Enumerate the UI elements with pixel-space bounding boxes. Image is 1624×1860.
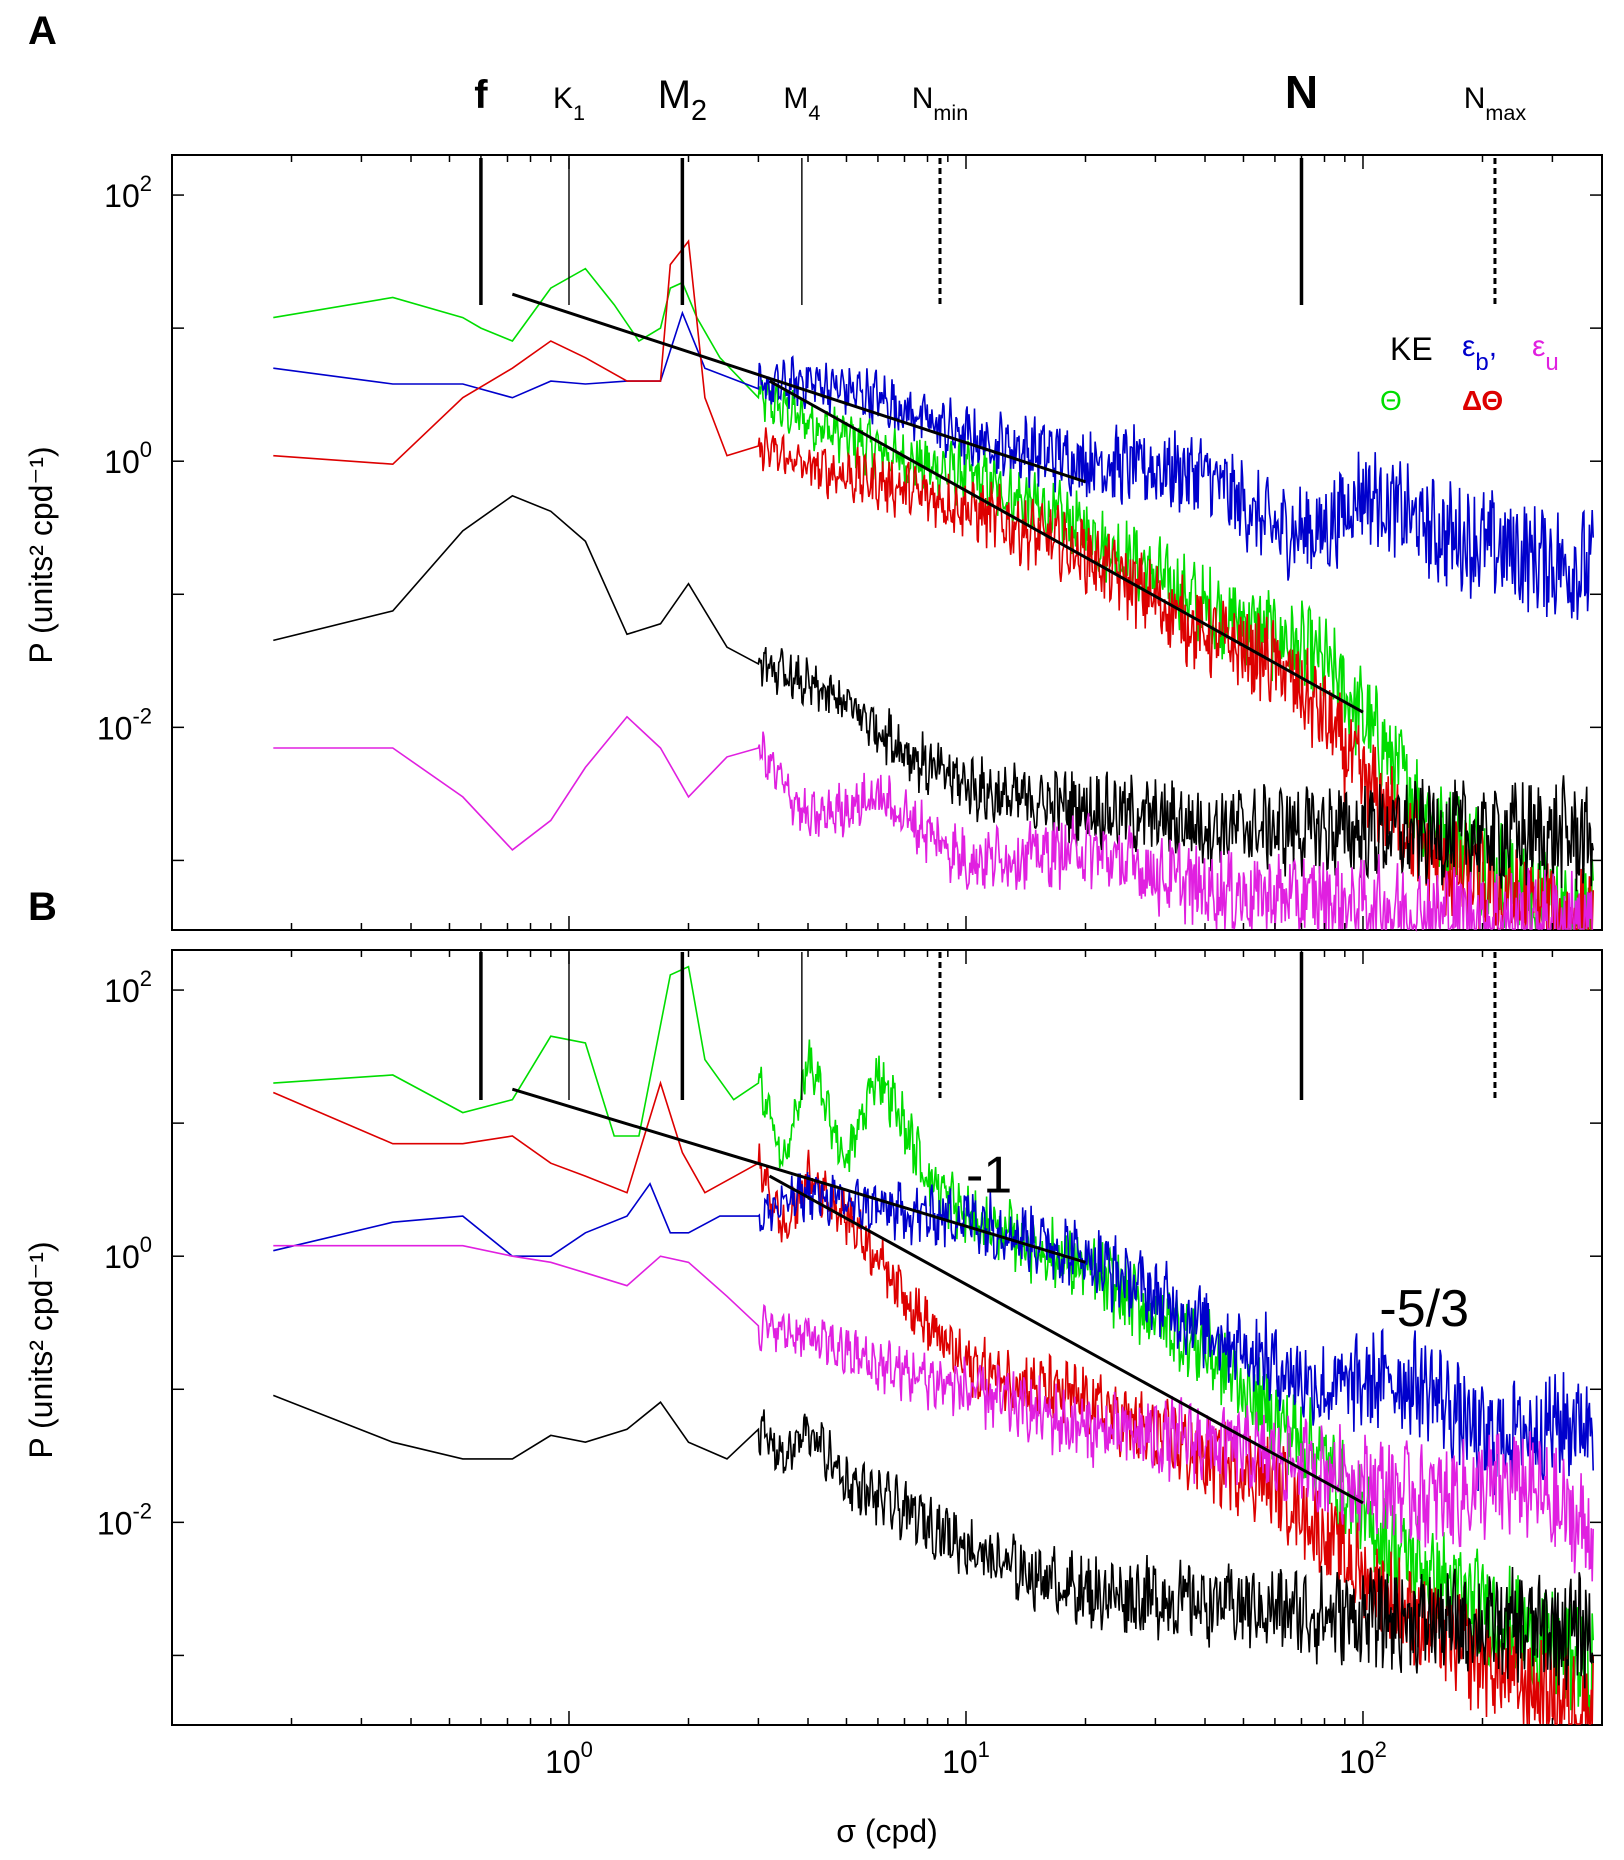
axis-ticks-a: 102 100 10-2 bbox=[97, 155, 1603, 930]
legend-delta-theta: ΔΘ bbox=[1462, 385, 1503, 416]
marker-label-4: Nmin bbox=[912, 82, 968, 125]
x-tick-label-2: 102 bbox=[1339, 1737, 1387, 1780]
fit-line-a-0 bbox=[511, 292, 1086, 484]
y-tick-label-b-1: 100 bbox=[104, 1232, 152, 1275]
legend-eps-u: εu bbox=[1532, 330, 1559, 376]
fit-line-b-0 bbox=[511, 1087, 1086, 1264]
series-a-4 bbox=[273, 715, 1594, 932]
marker-label-5: N bbox=[1285, 66, 1318, 118]
marker-label-main-3: M bbox=[783, 82, 808, 115]
marker-label-2: M2 bbox=[658, 73, 707, 127]
legend-eps-b-symbol: ε bbox=[1462, 330, 1475, 363]
legend: KE εb, εu Θ ΔΘ bbox=[1380, 330, 1559, 416]
legend-eps-b: εb, bbox=[1462, 330, 1497, 376]
marker-label-6: Nmax bbox=[1464, 82, 1527, 125]
legend-eps-u-symbol: ε bbox=[1532, 330, 1545, 363]
panel-letter-a: A bbox=[28, 9, 57, 53]
marker-label-3: M4 bbox=[783, 82, 820, 125]
marker-label-sub-2: 2 bbox=[691, 95, 707, 127]
y-axis-label-b: P (units² cpd⁻¹) bbox=[23, 1241, 59, 1458]
legend-ke: KE bbox=[1390, 331, 1433, 367]
frequency-markers-b bbox=[479, 952, 1497, 1100]
marker-label-main-1: K bbox=[553, 82, 573, 115]
frequency-markers-a: f K1 M2 M4 Nmin N Nmax bbox=[474, 66, 1526, 305]
series-group-b bbox=[272, 965, 1594, 1725]
plot-frame-a bbox=[171, 154, 1603, 931]
legend-eps-b-comma: , bbox=[1489, 330, 1497, 363]
marker-label-main-0: f bbox=[474, 73, 488, 117]
fit-lines-b bbox=[511, 1087, 1364, 1505]
marker-label-sub-3: 4 bbox=[808, 100, 820, 125]
y-tick-label-b-2: 10-2 bbox=[97, 1498, 152, 1541]
series-b-4 bbox=[273, 1394, 1594, 1691]
y-tick-label-a-2: 10-2 bbox=[97, 703, 152, 746]
marker-label-0: f bbox=[474, 73, 488, 117]
y-axis-label-a: P (units² cpd⁻¹) bbox=[23, 446, 59, 663]
x-tick-label-0: 100 bbox=[545, 1737, 593, 1780]
marker-label-sub-6: max bbox=[1485, 100, 1526, 125]
series-b-3 bbox=[273, 1244, 1594, 1582]
marker-label-main-4: N bbox=[912, 82, 934, 115]
x-tick-label-1: 101 bbox=[942, 1737, 990, 1780]
legend-theta: Θ bbox=[1380, 385, 1402, 416]
plot-frame-b bbox=[171, 949, 1603, 1726]
panel-letter-b: B bbox=[28, 885, 57, 929]
series-a-1 bbox=[273, 310, 1594, 620]
y-tick-label-a-0: 102 bbox=[104, 171, 152, 214]
legend-eps-b-sub: b bbox=[1475, 349, 1488, 376]
y-tick-label-b-0: 102 bbox=[104, 966, 152, 1009]
y-tick-label-a-1: 100 bbox=[104, 437, 152, 480]
series-a-2 bbox=[273, 239, 1594, 930]
series-a-3 bbox=[273, 494, 1594, 892]
series-group-a bbox=[273, 239, 1594, 932]
panel-b: 102 100 10-2 100 101 102 -1 -5/3 P (units² cpd… bbox=[23, 949, 1603, 1849]
fit-line-a-1 bbox=[768, 379, 1364, 714]
marker-label-sub-1: 1 bbox=[573, 100, 585, 125]
x-axis-label: σ (cpd) bbox=[836, 1813, 938, 1849]
slope-annotation-0: -1 bbox=[966, 1147, 1012, 1205]
legend-eps-u-sub: u bbox=[1545, 349, 1558, 376]
fit-line-b-1 bbox=[768, 1174, 1364, 1505]
marker-label-main-5: N bbox=[1285, 66, 1318, 118]
marker-label-sub-4: min bbox=[933, 100, 968, 125]
marker-label-main-6: N bbox=[1464, 82, 1486, 115]
fit-lines-a bbox=[511, 292, 1364, 714]
slope-annotations: -1 -5/3 bbox=[966, 1147, 1469, 1338]
marker-label-1: K1 bbox=[553, 82, 585, 125]
marker-label-main-2: M bbox=[658, 73, 691, 117]
axis-ticks-b: 102 100 10-2 100 101 102 bbox=[97, 950, 1603, 1780]
slope-annotation-1: -5/3 bbox=[1379, 1280, 1469, 1338]
